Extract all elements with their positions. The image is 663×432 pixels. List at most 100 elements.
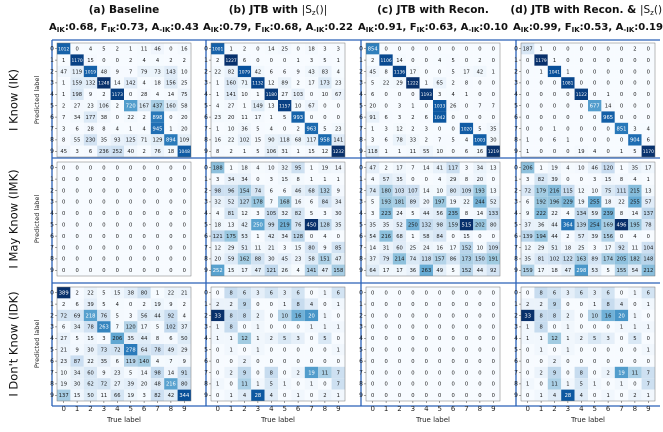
heatmap-cell — [521, 162, 535, 174]
heatmap-cell — [379, 145, 393, 157]
cell-value-label: 1 — [243, 104, 246, 110]
heatmap-cell — [251, 287, 265, 299]
heatmap-cell — [304, 253, 319, 265]
heatmap-cell — [224, 378, 238, 390]
heatmap-cell — [446, 332, 460, 344]
cell-value-label: 118 — [421, 257, 431, 263]
cell-value-label: 155 — [617, 268, 627, 274]
cell-value-label: 160 — [226, 81, 236, 87]
cell-value-label: 1 — [256, 92, 259, 98]
panel-metrics: AIK:0.79, FIK:0.68, A-IK:0.22 — [203, 22, 353, 34]
y-tick-label: 7 — [50, 244, 54, 251]
heatmap-cell — [278, 287, 292, 299]
heatmap-cell — [628, 355, 642, 367]
cell-value-label: 31 — [281, 149, 288, 155]
heatmap-cell — [110, 378, 124, 390]
cell-value-label: 1 — [606, 92, 609, 98]
heatmap-cell — [379, 253, 393, 265]
heatmap-cell — [57, 219, 71, 231]
y-tick-label: 3 — [359, 80, 363, 87]
heatmap-cell — [331, 389, 345, 401]
heatmap-cell — [561, 355, 575, 367]
heatmap-cell — [304, 241, 319, 254]
heatmap-cell — [473, 43, 487, 55]
heatmap-cell — [433, 173, 447, 185]
cell-value-label: 3 — [371, 138, 374, 144]
heatmap-cell — [177, 100, 191, 112]
heatmap-cell — [419, 145, 433, 157]
cell-value-label: 30 — [87, 348, 94, 354]
heatmap-cell — [459, 111, 474, 123]
y-tick-label: 1 — [204, 301, 208, 308]
matrix-frame — [56, 42, 192, 158]
heatmap-cell — [304, 219, 319, 231]
cell-value-label: 5 — [633, 149, 636, 155]
cell-value-label: 7 — [129, 69, 132, 75]
y-tick-label: 7 — [204, 125, 208, 132]
cell-value-label: 945 — [153, 126, 163, 132]
cell-value-label: 0 — [183, 245, 186, 251]
heatmap-cell — [614, 111, 629, 123]
cell-value-label: 0 — [89, 166, 92, 172]
cell-value-label: 19 — [308, 370, 315, 376]
cell-value-label: 128 — [293, 234, 303, 240]
metric-sub: IK — [211, 26, 220, 34]
y-tick-label: 4 — [514, 210, 518, 217]
cell-value-label: 2 — [183, 58, 186, 64]
cell-value-label: 75 — [181, 92, 188, 98]
xlabel-text: True label — [415, 416, 450, 424]
heatmap-cell — [366, 321, 380, 333]
cell-value-label: 4 — [216, 211, 220, 217]
heatmap-cell — [419, 264, 433, 276]
heatmap-cell — [150, 65, 165, 78]
cell-value-label: 195 — [630, 223, 640, 229]
heatmap-cell — [561, 309, 575, 322]
cell-value-label: 36 — [538, 223, 545, 229]
cell-value-label: 0 — [156, 245, 159, 251]
heatmap-cell — [177, 122, 191, 135]
cell-value-label: 3 — [384, 126, 387, 132]
cell-value-label: 5 — [270, 382, 273, 388]
cell-value-label: 1136 — [394, 69, 405, 75]
cell-value-label: 0 — [478, 370, 481, 376]
heatmap-cell — [83, 134, 98, 146]
cell-value-label: 0 — [243, 348, 246, 354]
heatmap-cell — [561, 207, 575, 219]
cell-value-label: 68 — [396, 234, 403, 240]
heatmap-cell — [164, 332, 178, 344]
cell-value-label: 0 — [539, 126, 542, 132]
cell-value-label: 205 — [617, 257, 627, 263]
heatmap-cell — [304, 162, 319, 174]
cell-value-label: 156 — [603, 234, 613, 240]
x-tick-label: 3 — [566, 405, 570, 413]
cell-value-label: 47 — [322, 268, 329, 274]
metric-value: :0.68 — [65, 22, 94, 33]
matrix-frame — [56, 286, 192, 402]
cell-value-label: 851 — [617, 126, 627, 132]
cell-value-label: 18 — [308, 47, 315, 53]
cell-value-label: 0 — [62, 223, 65, 229]
cell-value-label: 5 — [633, 336, 636, 342]
cell-value-label: 229 — [563, 200, 573, 206]
y-tick-label: 9 — [50, 148, 54, 155]
cell-value-label: 23 — [114, 370, 121, 376]
cell-value-label: 963 — [307, 126, 317, 132]
y-tick-label: 0 — [359, 165, 363, 172]
heatmap-cell — [419, 54, 433, 66]
cell-value-label: 51 — [241, 245, 248, 251]
heatmap-cell — [224, 287, 238, 299]
heatmap-cell — [534, 111, 548, 123]
heatmap-cell — [614, 77, 629, 89]
cell-value-label: 2 — [411, 126, 414, 132]
cell-value-label: 4 — [371, 177, 375, 183]
y-tick-label: 2 — [204, 187, 208, 194]
cell-value-label: 33 — [524, 313, 531, 319]
heatmap-cell — [291, 355, 305, 367]
matrix-frame — [520, 42, 656, 158]
heatmap-cell — [211, 321, 225, 333]
matrix-frame — [520, 286, 656, 402]
heatmap-cell — [641, 264, 655, 276]
cell-value-label: 0 — [425, 177, 428, 183]
cell-value-label: 0 — [566, 126, 569, 132]
heatmap-cell — [561, 219, 575, 231]
